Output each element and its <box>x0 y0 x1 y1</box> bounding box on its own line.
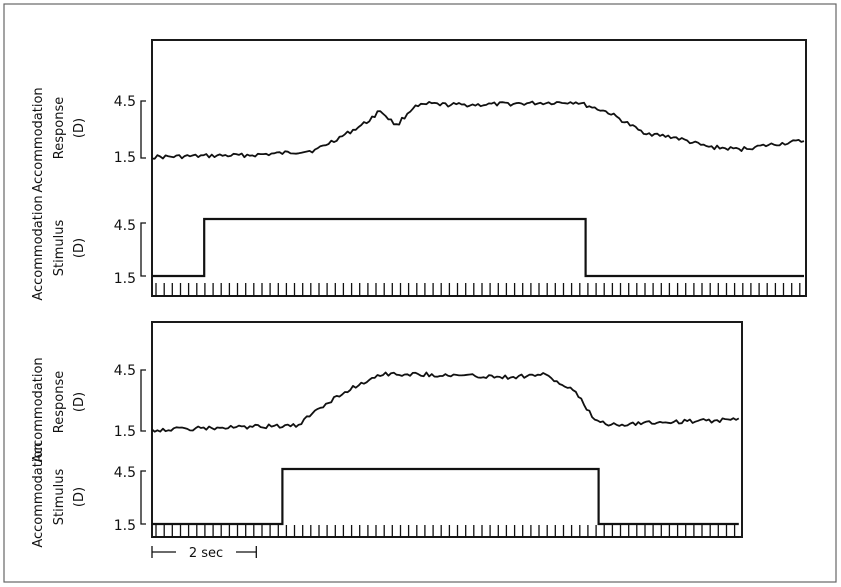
bottom-response-ytick-low: 1.5 <box>114 424 136 440</box>
top-response-layer <box>151 100 805 160</box>
top-response-label-line2: Response <box>52 97 67 159</box>
bottom-response-label-line1: Accommodation <box>31 357 46 462</box>
time-scale-bar: 2 sec <box>151 544 257 561</box>
outer-border <box>3 3 837 583</box>
bottom-response-trace <box>151 371 740 433</box>
bottom-stimulus-trace <box>152 467 739 526</box>
bottom-response-ytick-high: 4.5 <box>114 363 136 379</box>
bottom-response-label-line2: Response <box>52 371 67 433</box>
bottom-response-label-unit: (D) <box>72 392 87 412</box>
top-stimulus-label-line2: Stimulus <box>52 220 67 277</box>
top-response-label: Accommodation Response (D) <box>31 87 87 192</box>
top-response-scale-bracket <box>140 100 146 159</box>
time-scale-label-bg <box>176 544 236 560</box>
top-response-ytick-high: 4.5 <box>114 94 136 110</box>
bottom-stimulus-scale-bracket <box>140 470 146 525</box>
bottom-stimulus-label-line2: Stimulus <box>52 469 67 526</box>
top-stimulus-trace <box>152 217 804 278</box>
top-stimulus-ytick-high: 4.5 <box>114 218 136 234</box>
bottom-response-label: Accommodation Response (D) <box>31 357 87 462</box>
bottom-stimulus-ytick-high: 4.5 <box>114 465 136 481</box>
time-scale-label: 2 sec <box>189 546 223 561</box>
top-stimulus-scale-bracket <box>140 222 146 277</box>
bottom-stimulus-label-unit: (D) <box>72 487 87 507</box>
top-stimulus-label: Accommodation Stimulus (D) <box>31 195 87 300</box>
bottom-response-scale-bracket <box>140 369 146 432</box>
bottom-panel-frame <box>151 321 743 538</box>
top-panel-frame <box>151 39 807 297</box>
top-stimulus-label-unit: (D) <box>72 238 87 258</box>
bottom-stimulus-ytick-low: 1.5 <box>114 518 136 534</box>
top-time-ticks <box>152 283 804 297</box>
bottom-stimulus-layer <box>152 467 739 526</box>
top-stimulus-layer <box>152 217 804 278</box>
top-stimulus-ytick-low: 1.5 <box>114 271 136 287</box>
top-response-label-line1: Accommodation <box>31 87 46 192</box>
bottom-stimulus-label: Accommodation Stimulus (D) <box>31 442 87 547</box>
bottom-time-ticks <box>152 525 739 538</box>
bottom-response-layer <box>151 371 740 433</box>
bottom-stimulus-label-line1: Accommodation <box>31 442 46 547</box>
top-stimulus-label-line1: Accommodation <box>31 195 46 300</box>
top-response-trace <box>151 100 805 160</box>
top-response-label-unit: (D) <box>72 118 87 138</box>
top-response-ytick-low: 1.5 <box>114 150 136 166</box>
